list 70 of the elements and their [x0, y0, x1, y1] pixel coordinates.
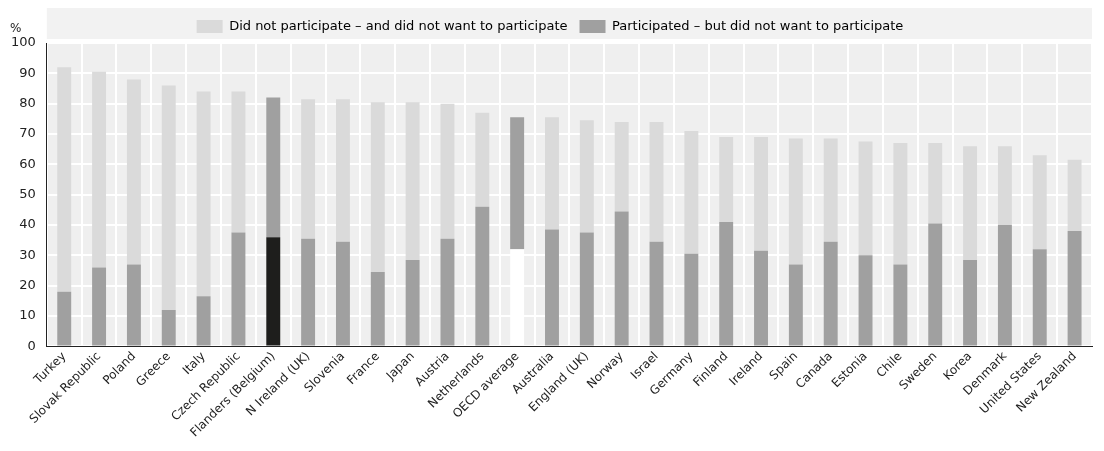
- bar: [231, 91, 246, 233]
- bar: [301, 238, 316, 346]
- bar: [579, 120, 594, 233]
- bar: [579, 232, 594, 346]
- bar: [649, 241, 664, 346]
- bar: [161, 85, 176, 310]
- bar: [1067, 231, 1082, 346]
- bar: [335, 99, 350, 242]
- bar: [858, 141, 873, 256]
- y-tick-label: 40: [19, 216, 36, 232]
- bar: [684, 130, 699, 254]
- y-tick-label: 100: [10, 34, 36, 50]
- y-tick-label: 60: [19, 155, 36, 171]
- bar: [370, 102, 385, 273]
- y-axis-title: %: [10, 21, 22, 36]
- bar: [614, 211, 629, 346]
- bar: [928, 223, 943, 346]
- bar: [475, 112, 490, 207]
- bar: [649, 121, 664, 242]
- bar: [161, 309, 176, 346]
- bar: [545, 117, 559, 230]
- bar: [684, 253, 699, 346]
- bar: [719, 137, 734, 222]
- legend-label: Participated – but did not want to participate: [612, 17, 904, 33]
- bar: [57, 291, 72, 346]
- legend-label: Did not participate – and did not want to participate: [229, 17, 568, 33]
- bar: [231, 232, 246, 346]
- bar: [126, 264, 141, 346]
- y-tick-label: 80: [19, 95, 36, 111]
- y-tick-label: 0: [27, 337, 36, 353]
- bar: [126, 79, 141, 265]
- y-tick-label: 30: [19, 246, 36, 262]
- bar: [475, 206, 490, 346]
- y-tick-label: 70: [19, 125, 36, 141]
- y-tick-label: 20: [19, 277, 36, 293]
- bar: [788, 138, 803, 265]
- bar: [440, 103, 455, 239]
- bar: [788, 264, 803, 346]
- bar: [893, 143, 908, 265]
- bar: [196, 296, 211, 346]
- bar: [405, 259, 420, 346]
- bar: [858, 255, 873, 346]
- bar: [196, 91, 211, 297]
- y-tick-label: 50: [19, 186, 36, 202]
- y-tick-label: 90: [19, 64, 36, 80]
- bar: [614, 121, 629, 212]
- bar: [719, 222, 734, 346]
- bar: [963, 146, 978, 260]
- bar: [1032, 249, 1047, 346]
- bar: [1067, 159, 1082, 232]
- bar: [754, 250, 768, 346]
- bar: [754, 137, 768, 251]
- bar: [823, 241, 838, 346]
- bar: [335, 241, 350, 346]
- bar: [963, 259, 978, 346]
- bar: [997, 225, 1012, 346]
- bar: [1032, 155, 1047, 250]
- bar: [823, 138, 838, 242]
- bar: [440, 238, 455, 346]
- bar: [92, 267, 107, 346]
- bar: [57, 67, 72, 292]
- bar: [997, 146, 1012, 226]
- bar: [405, 102, 420, 260]
- bar: [545, 229, 559, 346]
- bar: [92, 71, 107, 268]
- y-tick-label: 10: [19, 307, 36, 323]
- bar: [893, 264, 908, 346]
- bar: [370, 272, 385, 346]
- bar: [928, 143, 943, 224]
- bar: [301, 99, 316, 239]
